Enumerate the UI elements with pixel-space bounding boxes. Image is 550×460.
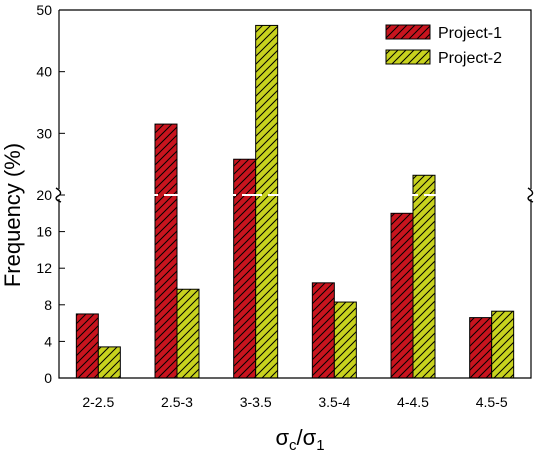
y-tick-label: 4 — [44, 333, 52, 349]
x-tick-label: 2.5-3 — [161, 394, 193, 410]
x-axis-title: σc/σ1 — [275, 425, 324, 454]
y-tick-label: 0 — [44, 370, 52, 386]
axis-break-symbol-left — [55, 187, 62, 203]
y-tick-label: 12 — [36, 260, 52, 276]
bar-project-1-3.5-4 — [311, 282, 335, 379]
bar-project-1-2.5-3 — [154, 123, 178, 379]
plot-frame — [58, 9, 532, 379]
x-tick-label: 4.5-5 — [476, 394, 508, 410]
legend-label-project-2: Project-2 — [438, 50, 502, 67]
y-tick-label: 50 — [36, 2, 52, 18]
y-axis-title: Frequency (%) — [0, 143, 25, 287]
axis-break-symbol-right — [527, 187, 534, 203]
x-tick-label: 3-3.5 — [240, 394, 272, 410]
x-tick-label: 4-4.5 — [397, 394, 429, 410]
x-axis-title-sigma: σ — [303, 425, 317, 450]
y-tick-label: 30 — [36, 125, 52, 141]
x-axis-title-slash: / — [297, 425, 304, 450]
legend-label-project-1: Project-1 — [438, 25, 502, 42]
bar-project-2-4-4.5 — [412, 174, 436, 379]
x-tick-labels: 2-2.5 2.5-3 3-3.5 3.5-4 4-4.5 4.5-5 — [82, 394, 507, 410]
bar-project-2-4.5-5 — [491, 310, 515, 379]
bar-project-2-2.5-3 — [176, 288, 200, 379]
y-tick-label: 40 — [36, 64, 52, 80]
bar-project-1-4-4.5 — [390, 212, 414, 379]
bar-project-1-4.5-5 — [469, 317, 493, 379]
bar-project-2-3.5-4 — [333, 301, 357, 379]
y-tick-label: 16 — [36, 224, 52, 240]
y-tick-label: 20 — [36, 187, 52, 203]
x-axis-title-sigma: σ — [275, 425, 289, 450]
bar-project-2-2-2.5 — [97, 346, 121, 379]
axes-layer — [55, 9, 534, 379]
bar-project-1-3-3.5 — [233, 158, 257, 379]
legend-swatch-project-1 — [385, 24, 431, 40]
ticks-layer: 0 4 8 12 16 20 30 40 50 — [36, 2, 65, 386]
x-axis-title-sub-c: c — [289, 437, 297, 454]
x-tick-label: 3.5-4 — [318, 394, 350, 410]
bars-layer — [75, 24, 515, 379]
x-axis-title-sub-1: 1 — [316, 437, 324, 454]
legend: Project-1 Project-2 — [385, 24, 502, 67]
x-tick-label: 2-2.5 — [82, 394, 114, 410]
legend-swatch-project-2 — [385, 49, 431, 65]
bar-project-2-3-3.5 — [255, 24, 279, 379]
y-tick-label: 8 — [44, 297, 52, 313]
bar-project-1-2-2.5 — [75, 313, 99, 379]
